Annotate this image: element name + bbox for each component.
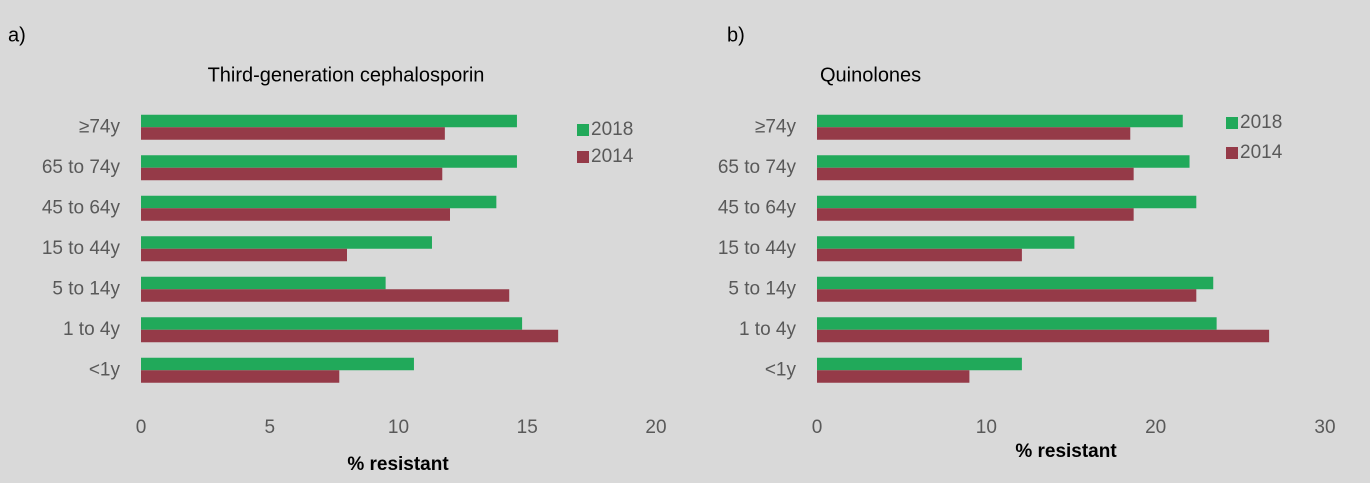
- bar: [141, 155, 517, 168]
- x-tick-label: 15: [517, 417, 538, 438]
- x-tick-label: 0: [136, 417, 147, 438]
- bar: [817, 195, 1197, 209]
- bar: [817, 317, 1217, 330]
- legend-swatch: [577, 151, 589, 163]
- x-axis-label: % resistant: [1015, 441, 1117, 462]
- bar: [817, 167, 1134, 181]
- y-tick-label: ≥74y: [79, 116, 121, 137]
- bar: [817, 236, 1075, 249]
- y-tick-label: 65 to 74y: [718, 157, 797, 178]
- legend-swatch: [1226, 117, 1238, 129]
- bar: [141, 289, 510, 302]
- y-tick-label: 5 to 14y: [728, 278, 796, 299]
- bar: [817, 357, 1022, 371]
- y-tick-label: 1 to 4y: [63, 319, 121, 340]
- y-tick-label: 65 to 74y: [42, 157, 121, 178]
- y-tick-label: 15 to 44y: [42, 238, 121, 259]
- y-tick-label: 1 to 4y: [739, 319, 797, 340]
- bar: [141, 236, 432, 249]
- chart-title: Third-generation cephalosporin: [208, 64, 485, 86]
- x-tick-label: 20: [1145, 417, 1166, 438]
- legend-swatch: [1226, 147, 1238, 159]
- bar: [141, 329, 559, 343]
- x-tick-label: 20: [645, 417, 666, 438]
- bar: [141, 317, 523, 330]
- legend-label: 2014: [1240, 142, 1283, 163]
- bar: [141, 167, 443, 181]
- bar: [817, 114, 1183, 128]
- x-tick-label: 10: [976, 417, 997, 438]
- y-tick-label: 45 to 64y: [718, 197, 797, 218]
- bar: [141, 208, 450, 221]
- chart-title: Quinolones: [820, 64, 921, 86]
- x-tick-label: 5: [264, 417, 275, 438]
- bar: [817, 329, 1270, 343]
- x-tick-label: 10: [388, 417, 409, 438]
- y-tick-label: <1y: [89, 359, 121, 380]
- panel-label: a): [8, 24, 26, 46]
- bar: [141, 127, 445, 140]
- bar: [817, 155, 1190, 168]
- panel-label: b): [727, 24, 745, 46]
- legend-label: 2018: [1240, 112, 1282, 133]
- y-tick-label: 5 to 14y: [52, 278, 120, 299]
- bar: [141, 370, 340, 383]
- y-tick-label: 15 to 44y: [718, 238, 797, 259]
- y-tick-label: 45 to 64y: [42, 197, 121, 218]
- bar: [141, 357, 414, 371]
- x-axis-label: % resistant: [347, 454, 449, 475]
- x-tick-label: 30: [1314, 417, 1335, 438]
- y-tick-label: <1y: [765, 359, 797, 380]
- bar: [141, 248, 347, 262]
- bar: [141, 195, 497, 209]
- bar: [817, 127, 1131, 140]
- bar: [141, 276, 386, 290]
- bar: [817, 276, 1214, 290]
- y-tick-label: ≥74y: [755, 116, 797, 137]
- x-tick-label: 0: [812, 417, 823, 438]
- legend-label: 2018: [591, 119, 633, 140]
- legend-swatch: [577, 124, 589, 136]
- bar: [817, 289, 1197, 302]
- bar: [817, 208, 1134, 221]
- bar: [141, 114, 517, 128]
- bar: [817, 370, 970, 383]
- bar: [817, 248, 1022, 262]
- legend-label: 2014: [591, 146, 634, 167]
